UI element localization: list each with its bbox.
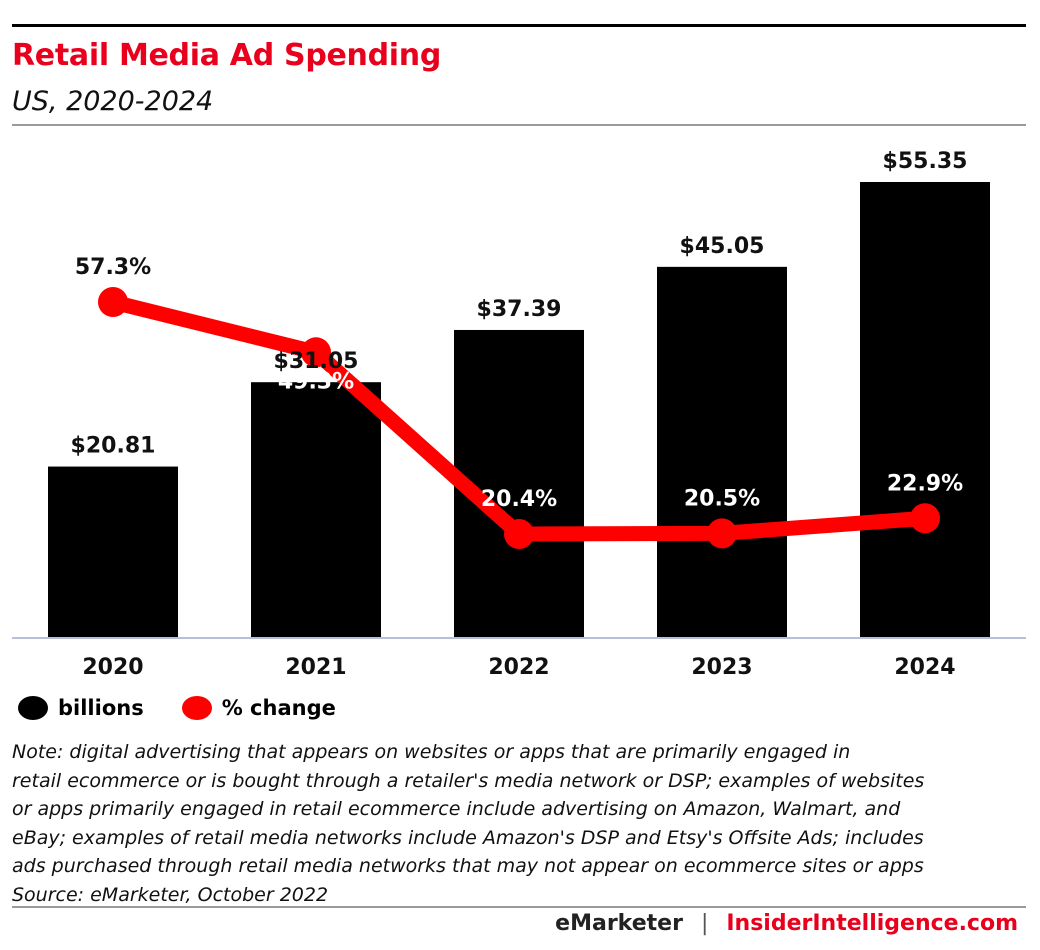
x-tick-label: 2020: [82, 655, 143, 680]
percent-change-label: 22.9%: [887, 471, 963, 496]
x-tick-label: 2024: [894, 655, 955, 680]
line-point: [98, 287, 128, 317]
x-tick-label: 2021: [285, 655, 346, 680]
percent-change-label: 20.4%: [481, 487, 557, 512]
bar: [48, 466, 178, 638]
legend-swatch-percent-change: [181, 696, 212, 720]
subtitle-rule: [12, 124, 1026, 126]
bar-value-label: $45.05: [680, 234, 765, 259]
line-point: [301, 337, 331, 368]
chart-note: Note: digital advertising that appears o…: [12, 738, 1022, 909]
footer-separator: |: [700, 911, 709, 936]
note-line: eBay; examples of retail media networks …: [12, 826, 924, 849]
combo-chart: 2020 2021 2022 2023 2024 $20.81 $31.05 $37.39 $…: [12, 149, 1026, 680]
bar-value-label: $20.81: [71, 434, 156, 459]
note-line: Note: digital advertising that appears o…: [12, 741, 851, 763]
legend-item-percent-change: % change: [181, 696, 336, 720]
x-tick-label: 2022: [488, 655, 549, 680]
note-line: retail ecommerce or is bought through a …: [12, 769, 925, 792]
chart-title: Retail Media Ad Spending: [12, 38, 442, 73]
footer-rule: [12, 906, 1026, 908]
footer-brand-insiderintelligence: InsiderIntelligence.com: [726, 911, 1018, 936]
bar-value-label: $37.39: [477, 297, 562, 322]
legend-swatch-billions: [18, 696, 48, 720]
line-point: [504, 519, 534, 549]
percent-change-label: 57.3%: [75, 255, 151, 280]
legend-item-billions: billions: [18, 696, 144, 720]
bar: [657, 266, 787, 638]
footer-brand-emarketer: eMarketer: [555, 911, 683, 936]
note-line: or apps primarily engaged in retail ecom…: [12, 798, 901, 820]
footer: eMarketer | InsiderIntelligence.com: [555, 911, 1018, 936]
legend-label-billions: billions: [58, 696, 144, 720]
percent-change-label: 20.5%: [684, 486, 760, 511]
line-point: [910, 503, 940, 534]
top-rule: [12, 24, 1026, 27]
percent-change-label: 49.3%: [278, 369, 354, 394]
bar: [251, 382, 381, 638]
x-tick-label: 2023: [691, 655, 752, 680]
source-line: Source: eMarketer, October 2022: [12, 883, 329, 906]
note-line: ads purchased through retail media netwo…: [12, 855, 924, 877]
bar: [860, 182, 990, 638]
bar-value-label: $55.35: [883, 149, 968, 174]
bar-value-label: $31.05: [274, 349, 359, 374]
bar: [454, 329, 584, 638]
chart-subtitle: US, 2020-2024: [12, 86, 214, 117]
legend-label-percent-change: % change: [221, 696, 336, 720]
legend: billions % change: [18, 696, 374, 720]
line-point: [707, 518, 737, 549]
